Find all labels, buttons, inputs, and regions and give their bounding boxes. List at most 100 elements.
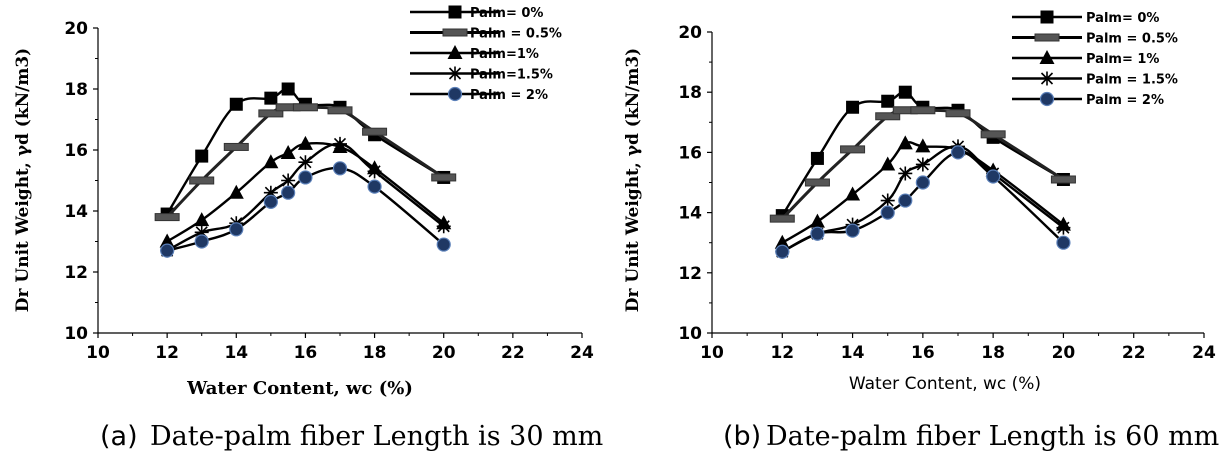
data-point bbox=[264, 91, 278, 105]
data-point bbox=[880, 205, 895, 220]
data-point bbox=[160, 243, 175, 258]
data-point bbox=[159, 233, 175, 248]
y-tick-label: 20 bbox=[64, 19, 88, 39]
x-tick-label: 14 bbox=[841, 343, 865, 363]
data-point bbox=[263, 185, 278, 200]
data-point bbox=[950, 145, 966, 160]
data-point bbox=[810, 151, 824, 165]
y-tick-label: 16 bbox=[64, 141, 88, 161]
x-tick-label: 24 bbox=[1192, 343, 1216, 363]
data-point bbox=[845, 186, 861, 201]
data-point bbox=[281, 173, 296, 188]
legend-label: Palm= 1% bbox=[1086, 52, 1159, 67]
data-point bbox=[845, 223, 860, 238]
x-tick-label: 10 bbox=[86, 343, 110, 363]
legend-label: Palm=1.5% bbox=[470, 68, 553, 83]
x-tick-label: 22 bbox=[1122, 343, 1146, 363]
series-2 bbox=[769, 106, 1076, 223]
data-point bbox=[846, 100, 860, 114]
data-point bbox=[194, 212, 210, 227]
legend-label: Palm= 0% bbox=[1086, 11, 1159, 26]
legend-marker bbox=[448, 5, 462, 19]
data-point bbox=[898, 85, 912, 99]
data-point bbox=[189, 176, 215, 185]
data-point bbox=[367, 179, 382, 194]
data-point bbox=[897, 135, 913, 150]
series-5 bbox=[775, 145, 1071, 259]
data-point bbox=[915, 138, 931, 153]
legend-label: Palm = 2% bbox=[1086, 93, 1164, 108]
data-point bbox=[986, 169, 1001, 184]
legend-label: Palm=1% bbox=[470, 47, 539, 62]
series-line bbox=[781, 141, 1065, 244]
chart-panel-a: 10 12 14 16 18 20 10 12 14 16 18 20 22 24 Water Conten… bbox=[13, 5, 603, 452]
data-point bbox=[840, 145, 866, 154]
data-point bbox=[804, 178, 830, 187]
legend-label: Palm = 1.5% bbox=[1086, 73, 1178, 88]
x-axis-label: Water Content, wc (%) bbox=[849, 374, 1041, 394]
data-point bbox=[769, 214, 795, 223]
data-point bbox=[154, 213, 180, 222]
legend-label: Palm = 2% bbox=[470, 88, 548, 103]
legend-marker bbox=[448, 66, 462, 81]
data-point bbox=[362, 127, 388, 136]
data-point bbox=[881, 94, 895, 108]
data-point bbox=[436, 237, 451, 252]
data-point bbox=[367, 164, 382, 179]
data-point bbox=[297, 135, 313, 150]
data-point bbox=[774, 234, 790, 249]
data-point bbox=[775, 244, 790, 259]
legend-label: Palm= 0% bbox=[470, 6, 543, 21]
legend-marker bbox=[447, 86, 463, 102]
data-point bbox=[898, 166, 913, 181]
data-point bbox=[910, 106, 936, 115]
data-point bbox=[1050, 175, 1076, 184]
legend-marker bbox=[1040, 71, 1054, 86]
data-point bbox=[332, 161, 348, 176]
legend-marker bbox=[1039, 91, 1055, 107]
y-axis-label: Dr Unit Weight, γd (kN/m3) bbox=[623, 48, 643, 312]
x-tick-label: 22 bbox=[501, 343, 525, 363]
chart-panel-b: 10 12 14 16 18 20 10 12 14 16 18 20 22 24 Water Conten… bbox=[623, 10, 1219, 452]
y-tick-label: 10 bbox=[678, 324, 702, 344]
x-tick-label: 10 bbox=[700, 343, 724, 363]
data-point bbox=[898, 193, 913, 208]
data-point bbox=[258, 109, 284, 118]
data-point bbox=[880, 193, 895, 208]
data-point bbox=[1056, 220, 1071, 235]
legend-marker bbox=[1034, 33, 1060, 42]
y-tick-label: 14 bbox=[64, 202, 88, 222]
data-point bbox=[915, 157, 930, 172]
data-point bbox=[875, 112, 901, 121]
y-axis-label: Dr Unit Weight, γd (kN/m3) bbox=[13, 48, 33, 312]
data-point bbox=[1056, 235, 1071, 250]
caption-label: (a) bbox=[100, 421, 138, 452]
data-point bbox=[327, 106, 353, 115]
legend: Palm= 0% Palm = 0.5% Palm=1% Palm=1.5% Palm … bbox=[410, 5, 562, 103]
data-point bbox=[229, 97, 243, 111]
x-tick-label: 12 bbox=[155, 343, 179, 363]
x-tick-label: 20 bbox=[1052, 343, 1076, 363]
series-5 bbox=[160, 161, 451, 258]
legend-label: Palm = 0.5% bbox=[470, 27, 562, 42]
data-point bbox=[431, 173, 457, 182]
caption-text: Date-palm fiber Length is 30 mm bbox=[150, 421, 603, 452]
y-tick-label: 18 bbox=[64, 80, 88, 100]
data-point bbox=[980, 130, 1006, 139]
data-point bbox=[298, 170, 313, 185]
legend-marker bbox=[447, 45, 463, 59]
data-point bbox=[194, 225, 209, 240]
x-tick-label: 20 bbox=[432, 343, 456, 363]
y-tick-label: 16 bbox=[678, 143, 702, 163]
data-point bbox=[945, 109, 971, 118]
data-point bbox=[263, 194, 278, 209]
data-point bbox=[280, 145, 296, 160]
data-point bbox=[333, 136, 347, 151]
data-point bbox=[810, 226, 825, 241]
data-point bbox=[281, 185, 296, 200]
y-tick-label: 18 bbox=[678, 83, 702, 103]
y-tick-label: 20 bbox=[678, 23, 702, 43]
series-2 bbox=[154, 103, 457, 222]
legend-marker bbox=[1039, 50, 1055, 64]
